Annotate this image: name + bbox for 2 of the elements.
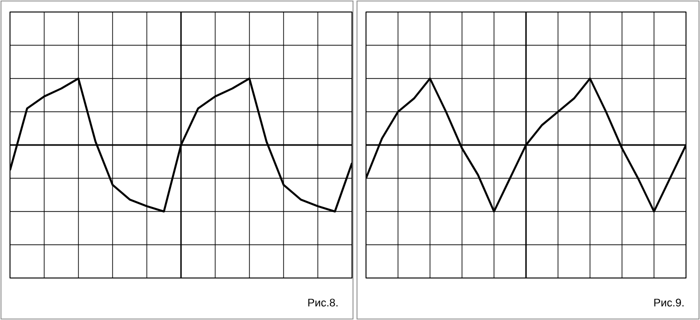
text: Рис.9. [654, 298, 684, 306]
text: Рис.8. [308, 298, 338, 306]
